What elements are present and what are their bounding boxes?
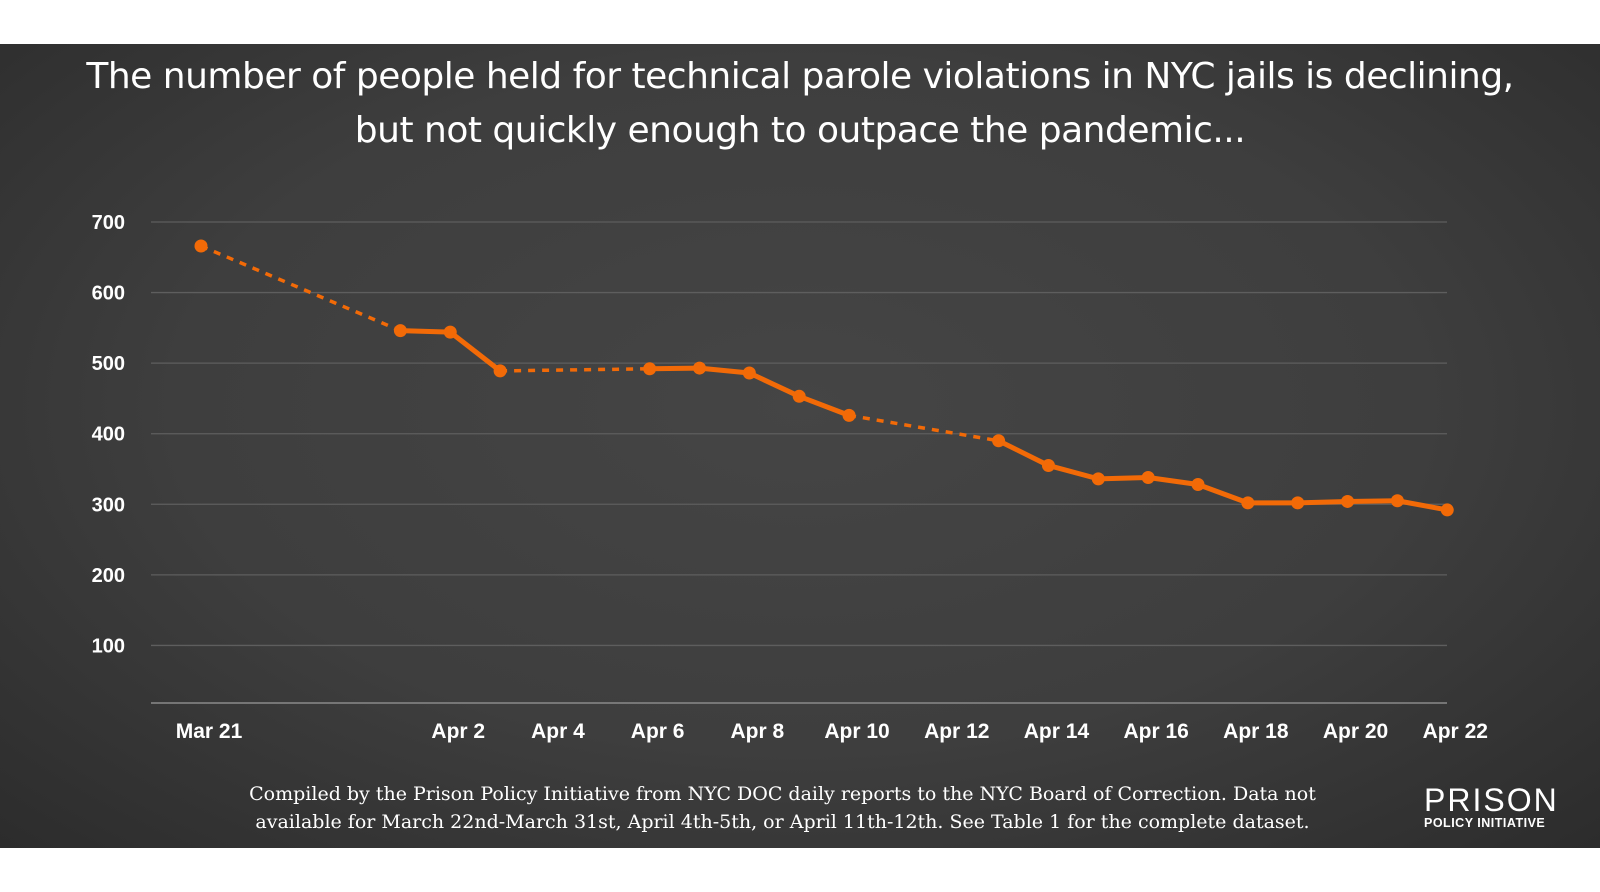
data-point [1141, 470, 1155, 484]
y-tick-label: 300 [92, 494, 125, 516]
line-segment [448, 330, 502, 373]
line-segment [1347, 498, 1398, 504]
x-tick-label: Apr 4 [531, 720, 585, 743]
missing-data-segment [200, 244, 402, 333]
data-point [393, 324, 407, 338]
data-point [1191, 478, 1205, 492]
x-tick-label: Apr 8 [731, 720, 785, 743]
x-tick-label: Apr 2 [431, 720, 485, 743]
title-line-2: but not quickly enough to outpace the pa… [354, 110, 1246, 151]
y-tick-label: 500 [92, 353, 125, 375]
title-line-1: The number of people held for technical … [86, 56, 1514, 97]
source-footnote: Compiled by the Prison Policy Initiative… [150, 780, 1415, 836]
data-point [1241, 496, 1255, 510]
logo-bottom: POLICY INITIATIVE [1424, 816, 1546, 830]
missing-data-segment [848, 413, 999, 443]
y-tick-label: 200 [92, 565, 125, 587]
y-tick-label: 100 [92, 635, 125, 657]
x-tick-label: Apr 16 [1123, 720, 1188, 743]
y-tick-label: 600 [92, 283, 125, 305]
chart-panel [0, 44, 1600, 848]
y-tick-label: 700 [92, 212, 125, 234]
data-point [443, 325, 457, 339]
data-point [643, 362, 657, 376]
footnote-line-1: Compiled by the Prison Policy Initiative… [249, 783, 1316, 805]
x-tick-label: Apr 20 [1323, 720, 1388, 743]
data-point [1091, 472, 1105, 486]
data-point [493, 364, 507, 378]
x-tick-label: Apr 14 [1024, 720, 1090, 743]
data-point [992, 434, 1006, 448]
logo-top: PRISON [1424, 782, 1559, 818]
data-point [1390, 494, 1404, 508]
y-tick-label: 400 [92, 424, 125, 446]
line-segment [1197, 482, 1249, 506]
line-segment [1396, 498, 1448, 513]
line-segment [748, 370, 801, 399]
prison-policy-initiative-logo: PRISON POLICY INITIATIVE [1424, 784, 1559, 830]
x-tick-label: Apr 22 [1423, 720, 1488, 743]
x-tick-label: Mar 21 [176, 720, 243, 743]
line-segment [1098, 474, 1149, 482]
x-tick-label: Apr 6 [631, 720, 685, 743]
line-segment [400, 328, 451, 335]
data-point [842, 408, 856, 422]
footnote-line-2: available for March 22nd-March 31st, Apr… [255, 811, 1310, 833]
line-segment [1297, 498, 1348, 506]
data-point [1440, 503, 1454, 517]
x-tick-label: Apr 18 [1223, 720, 1289, 743]
data-point [1041, 458, 1055, 472]
data-point [742, 366, 756, 380]
data-point [693, 361, 706, 375]
x-tick-label: Apr 10 [824, 720, 889, 743]
data-point [792, 389, 806, 403]
line-segment [997, 438, 1050, 468]
data-point [194, 239, 208, 253]
line-segment [649, 365, 700, 372]
line-segment [798, 393, 850, 418]
data-point [1341, 494, 1355, 508]
line-segment [1047, 463, 1099, 482]
data-point [1291, 496, 1305, 510]
missing-data-segment [500, 367, 650, 373]
line-segment [1147, 474, 1199, 488]
chart-title: The number of people held for technical … [0, 50, 1600, 158]
line-segment [699, 365, 750, 376]
x-tick-label: Apr 12 [924, 720, 989, 743]
